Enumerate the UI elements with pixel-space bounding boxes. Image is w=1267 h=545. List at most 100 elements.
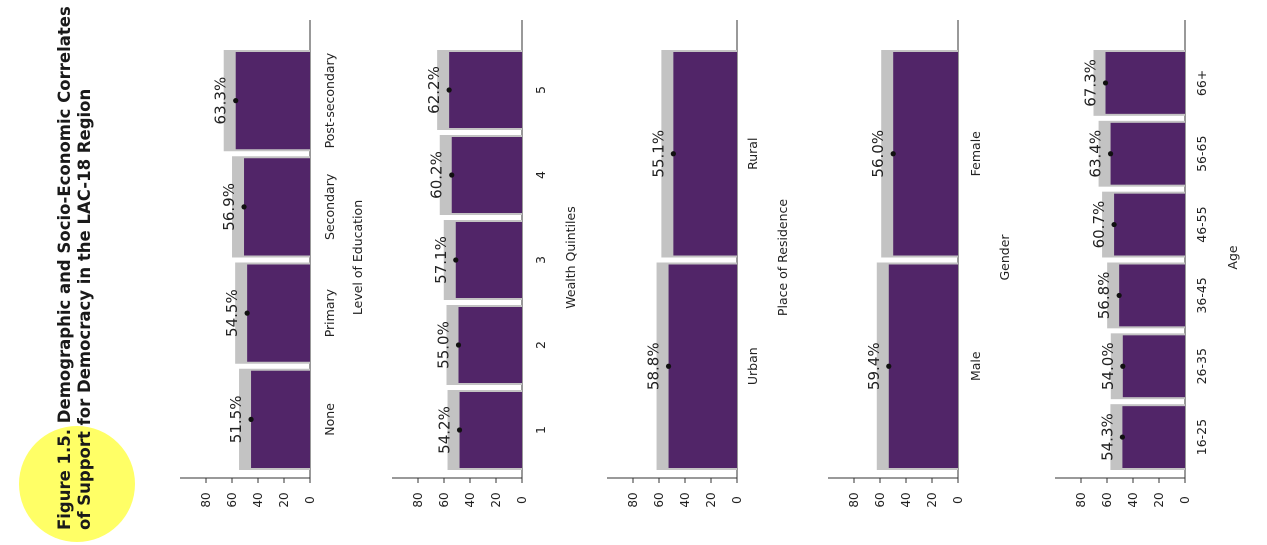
category-label: Secondary xyxy=(322,173,337,240)
data-point xyxy=(446,87,452,93)
figure-label: Figure 1.5 xyxy=(55,435,74,530)
data-point xyxy=(670,151,676,157)
tick-label: 80 xyxy=(411,492,425,507)
category-label: None xyxy=(322,403,337,436)
bar xyxy=(1122,406,1185,468)
chart-panel: 0 20 40 60 80 51.5% None 54.5% Primary 56.9% Secon… xyxy=(180,20,365,508)
category-label: Female xyxy=(968,131,983,177)
tick-label: 20 xyxy=(1152,492,1166,507)
data-label: 67.3% xyxy=(1082,59,1100,107)
data-label: 57.1% xyxy=(432,236,450,284)
tick-label: 0 xyxy=(951,496,965,504)
data-point xyxy=(456,427,463,433)
bar xyxy=(1119,264,1185,327)
axis-title: Place of Residence xyxy=(775,199,790,316)
category-label: 56-65 xyxy=(1194,136,1209,172)
bar xyxy=(235,52,310,150)
category-label: 26-35 xyxy=(1194,348,1209,384)
category-label: 1 xyxy=(533,426,548,434)
data-label: 56.8% xyxy=(1095,272,1113,320)
tick-label: 60 xyxy=(652,492,666,507)
data-point xyxy=(241,204,247,210)
bar xyxy=(244,158,310,256)
tick-label: 80 xyxy=(1074,492,1088,507)
data-label: 60.2% xyxy=(428,151,446,199)
chart-panel: 0 20 40 60 80 58.8% Urban 55.1% Rural Place of Re… xyxy=(607,20,790,508)
data-point xyxy=(1102,80,1109,86)
tick-label: 60 xyxy=(437,492,451,507)
data-label: 55.1% xyxy=(649,130,667,178)
category-label: 36-45 xyxy=(1194,277,1209,313)
figure-title: Figure 1.5. Demographic and Socio-Econom… xyxy=(55,6,74,530)
bar xyxy=(451,137,522,213)
bar xyxy=(251,370,310,468)
data-label: 54.2% xyxy=(436,406,454,454)
data-point xyxy=(244,310,250,316)
axis-title: Gender xyxy=(997,234,1012,281)
bar xyxy=(247,264,310,362)
data-label: 54.3% xyxy=(1098,413,1116,461)
category-label: 5 xyxy=(533,86,548,94)
figure-title-line1: . Demographic and Socio-Economic Correla… xyxy=(55,6,74,435)
data-point xyxy=(449,172,455,178)
tick-label: 40 xyxy=(899,492,913,507)
data-point xyxy=(665,363,672,369)
data-label: 55.0% xyxy=(435,321,453,369)
chart-panel: 0 20 40 60 80 59.4% Male 56.0% Female Gender xyxy=(828,20,1012,508)
tick-label: 40 xyxy=(1126,492,1140,507)
chart-panel: 0 20 40 60 80 54.3% 16-25 54.0% 26-35 56.8% 36-45 6… xyxy=(1055,20,1240,508)
category-label: 46-55 xyxy=(1194,206,1209,242)
data-label: 56.9% xyxy=(220,183,238,231)
data-label: 63.4% xyxy=(1087,130,1105,178)
category-label: 2 xyxy=(533,341,548,349)
tick-label: 60 xyxy=(1100,492,1114,507)
tick-label: 20 xyxy=(704,492,718,507)
category-label: Urban xyxy=(745,347,760,385)
data-point xyxy=(1111,221,1117,228)
bar xyxy=(668,264,737,468)
chart-panel: 0 20 40 60 80 54.2% 1 55.0% 2 57.1% 3 60.2% 4 62.2% 5 W… xyxy=(392,20,578,508)
category-label: 16-25 xyxy=(1194,419,1209,455)
tick-label: 60 xyxy=(225,492,239,507)
axis-title: Wealth Quintiles xyxy=(563,206,578,308)
bar xyxy=(1122,335,1185,398)
axis-title: Age xyxy=(1225,245,1240,269)
tick-label: 40 xyxy=(251,492,265,507)
data-label: 56.0% xyxy=(869,130,887,178)
data-point xyxy=(1119,434,1126,440)
data-point xyxy=(455,342,462,348)
category-label: Post-secondary xyxy=(322,52,337,148)
data-point xyxy=(1107,151,1114,157)
tick-label: 0 xyxy=(303,496,317,504)
data-point xyxy=(453,257,459,263)
tick-label: 0 xyxy=(730,496,744,504)
tick-label: 0 xyxy=(515,496,529,504)
data-label: 51.5% xyxy=(227,396,245,444)
bar xyxy=(449,52,522,128)
axis-title: Level of Education xyxy=(350,200,365,315)
figure-title-line2: of Support for Democracy in the LAC-18 R… xyxy=(75,89,94,530)
category-label: Male xyxy=(968,351,983,381)
category-label: 4 xyxy=(533,171,548,179)
bar xyxy=(1114,193,1185,256)
title-highlight-circle xyxy=(19,426,135,542)
bar xyxy=(1105,52,1185,114)
data-point xyxy=(1116,292,1122,299)
tick-label: 80 xyxy=(626,492,640,507)
data-point xyxy=(248,416,254,422)
data-label: 62.2% xyxy=(425,66,443,114)
data-point xyxy=(890,151,896,157)
tick-label: 0 xyxy=(1178,496,1192,504)
category-label: 66+ xyxy=(1194,70,1209,96)
category-label: 3 xyxy=(533,256,548,264)
bar xyxy=(459,392,522,468)
tick-label: 80 xyxy=(847,492,861,507)
bar xyxy=(673,52,737,256)
bar xyxy=(888,264,958,468)
data-label: 63.3% xyxy=(212,77,230,125)
data-label: 54.5% xyxy=(223,289,241,337)
data-label: 59.4% xyxy=(865,342,883,390)
data-point xyxy=(886,363,892,369)
tick-label: 20 xyxy=(489,492,503,507)
